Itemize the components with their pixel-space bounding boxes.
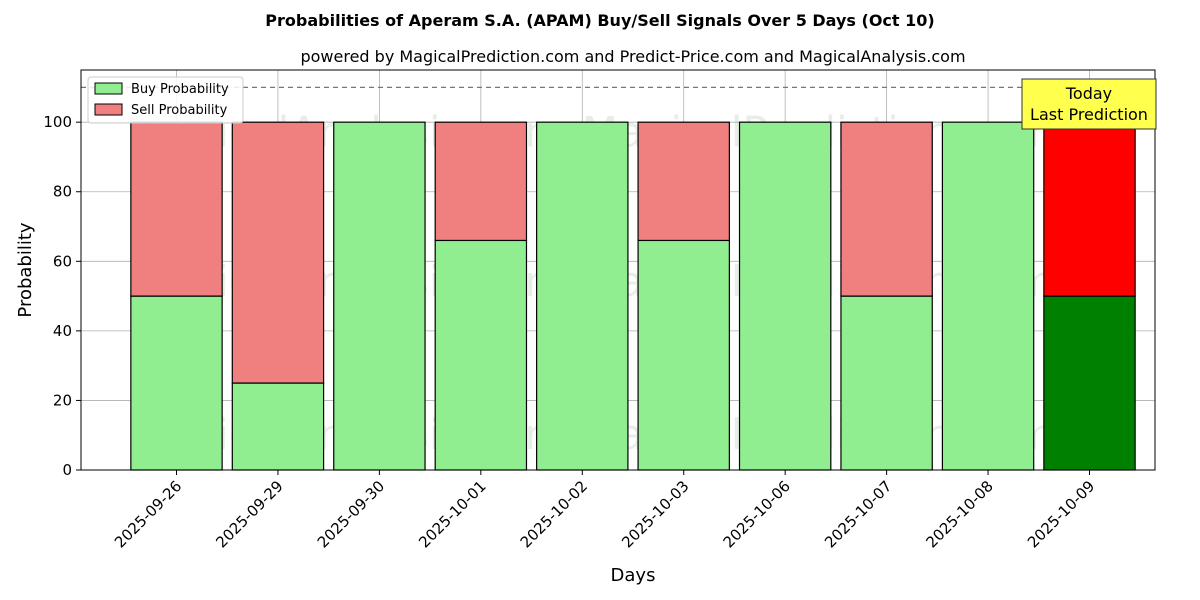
y-tick-label-0: 0 bbox=[62, 461, 72, 479]
y-tick-label-100: 100 bbox=[43, 113, 72, 131]
bar-buy-2025-09-30 bbox=[333, 121, 426, 471]
legend-box bbox=[87, 76, 244, 124]
chart-title: Probabilities of Aperam S.A. (APAM) Buy/… bbox=[265, 11, 934, 30]
legend-label-buy: Buy Probability bbox=[131, 82, 229, 97]
annotation-box bbox=[1021, 78, 1157, 130]
y-tick-label-80: 80 bbox=[53, 183, 72, 201]
legend-swatch-sell bbox=[94, 103, 123, 116]
bar-buy-2025-10-09 bbox=[1043, 295, 1136, 471]
bar-buy-2025-09-26 bbox=[130, 295, 223, 471]
bar-sell-2025-10-07 bbox=[840, 121, 933, 297]
x-tick-label-2025-10-03: 2025-10-03 bbox=[618, 477, 692, 551]
x-tick-label-2025-10-09: 2025-10-09 bbox=[1024, 477, 1098, 551]
x-tick-label-2025-09-26: 2025-09-26 bbox=[111, 477, 185, 551]
annotation-line-1: Today bbox=[1065, 84, 1112, 103]
bar-buy-2025-10-08 bbox=[941, 121, 1035, 471]
bar-buy-2025-10-02 bbox=[536, 121, 629, 471]
x-tick-label-2025-10-07: 2025-10-07 bbox=[821, 477, 895, 551]
legend-label-sell: Sell Probability bbox=[131, 103, 228, 118]
y-tick-label-60: 60 bbox=[53, 252, 72, 270]
x-axis: 2025-09-26 2025-09-29 2025-09-30 2025-10-01… bbox=[111, 470, 1098, 551]
legend-swatch-buy bbox=[94, 82, 123, 95]
y-axis: 0 20 40 60 80 100 bbox=[43, 113, 81, 479]
bar-buy-2025-10-01 bbox=[434, 239, 528, 471]
x-tick-label-2025-09-29: 2025-09-29 bbox=[212, 477, 286, 551]
bar-buy-2025-10-03 bbox=[637, 239, 730, 471]
y-tick-label-40: 40 bbox=[53, 322, 72, 340]
y-tick-label-20: 20 bbox=[53, 391, 72, 409]
bar-sell-2025-10-03 bbox=[637, 121, 730, 242]
bars bbox=[130, 121, 1136, 471]
x-axis-label: Days bbox=[611, 565, 656, 586]
x-tick-label-2025-09-30: 2025-09-30 bbox=[314, 477, 388, 551]
bar-sell-2025-10-01 bbox=[434, 121, 528, 242]
plot-frame bbox=[80, 69, 1156, 471]
bar-sell-2025-10-09 bbox=[1043, 121, 1136, 297]
bar-buy-2025-10-07 bbox=[840, 295, 933, 471]
annotation-line-2: Last Prediction bbox=[1030, 105, 1148, 124]
y-axis-label: Probability bbox=[15, 222, 36, 317]
x-tick-label-2025-10-01: 2025-10-01 bbox=[415, 477, 489, 551]
bar-buy-2025-10-06 bbox=[738, 121, 832, 471]
bar-sell-2025-09-29 bbox=[231, 121, 325, 384]
bar-buy-2025-09-29 bbox=[231, 382, 325, 471]
legend: Buy Probability Sell Probability bbox=[87, 76, 244, 124]
x-tick-label-2025-10-08: 2025-10-08 bbox=[923, 477, 997, 551]
x-tick-label-2025-10-02: 2025-10-02 bbox=[517, 477, 591, 551]
bar-sell-2025-09-26 bbox=[130, 121, 223, 297]
chart-subtitle: powered by MagicalPrediction.com and Pre… bbox=[300, 47, 965, 66]
x-tick-label-2025-10-06: 2025-10-06 bbox=[720, 477, 794, 551]
today-annotation: Today Last Prediction bbox=[1021, 78, 1157, 130]
